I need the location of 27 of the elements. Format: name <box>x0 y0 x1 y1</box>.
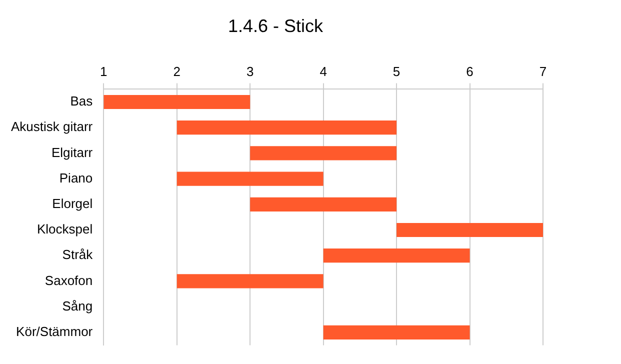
y-tick-label: Elorgel <box>52 196 93 211</box>
x-tick-label: 7 <box>539 64 547 79</box>
x-tick-label: 5 <box>392 64 400 79</box>
y-tick-label: Stråk <box>62 247 94 262</box>
x-tick-label: 1 <box>100 64 108 79</box>
y-tick-label: Bas <box>70 94 94 109</box>
bar <box>250 146 397 160</box>
y-tick-label: Akustisk gitarr <box>10 119 94 134</box>
bar <box>104 94 250 110</box>
bar <box>323 325 470 340</box>
bar <box>176 120 397 135</box>
y-tick-label: Saxofon <box>44 272 93 288</box>
bar <box>176 274 324 288</box>
y-tick-label: Piano <box>59 170 93 186</box>
y-tick-label: Kör/Stämmor <box>16 324 94 339</box>
bar <box>176 172 324 186</box>
x-tick-label: 6 <box>466 64 474 79</box>
y-tick-label: Elgitarr <box>51 144 94 160</box>
bar <box>250 197 397 212</box>
bar <box>323 248 470 263</box>
y-tick-label: Sång <box>62 298 93 314</box>
y-tick-label: Klockspel <box>36 222 93 237</box>
x-tick-label: 3 <box>246 64 254 79</box>
x-tick-label: 4 <box>320 64 327 79</box>
x-tick-label: 2 <box>173 64 180 79</box>
chart-title: 1.4.6 - Stick <box>228 16 324 36</box>
bar <box>396 222 543 238</box>
